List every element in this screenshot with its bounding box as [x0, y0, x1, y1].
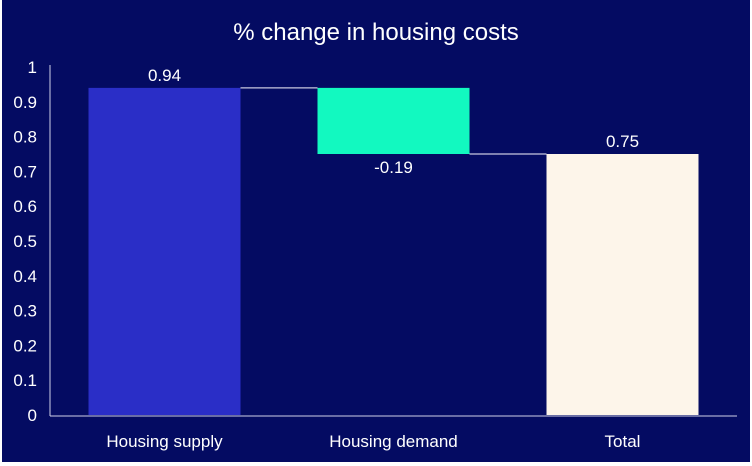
- y-tick-label: 0.4: [13, 267, 37, 286]
- x-tick-label: Housing supply: [106, 432, 223, 451]
- bar-housing-supply: [88, 87, 241, 415]
- y-tick-label: 0: [28, 406, 37, 425]
- y-tick-label: 0.6: [13, 197, 37, 216]
- y-tick-label: 0.5: [13, 232, 37, 251]
- data-label: 0.94: [148, 66, 181, 85]
- y-tick-label: 1: [28, 58, 37, 77]
- y-tick-label: 0.7: [13, 162, 37, 181]
- y-tick-label: 0.3: [13, 302, 37, 321]
- y-tick-label: 0.9: [13, 93, 37, 112]
- x-tick-label: Total: [605, 432, 641, 451]
- bar-housing-demand: [317, 87, 470, 154]
- y-tick-label: 0.2: [13, 336, 37, 355]
- data-label: 0.75: [606, 132, 639, 151]
- x-tick-label: Housing demand: [329, 432, 458, 451]
- y-tick-label: 0.1: [13, 371, 37, 390]
- data-label: -0.19: [374, 158, 413, 177]
- bar-total: [546, 154, 699, 415]
- chart-title: % change in housing costs: [233, 19, 519, 46]
- y-tick-label: 0.8: [13, 128, 37, 147]
